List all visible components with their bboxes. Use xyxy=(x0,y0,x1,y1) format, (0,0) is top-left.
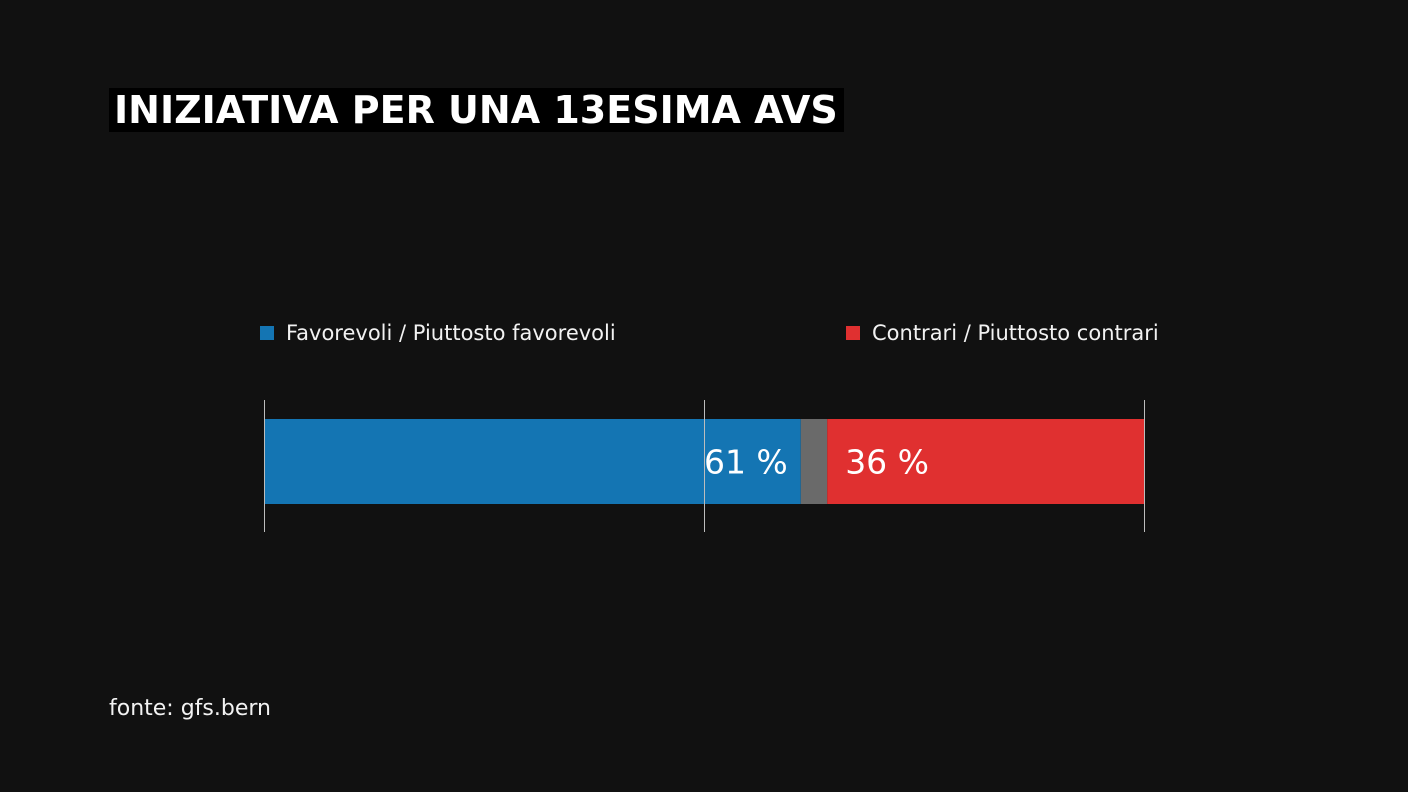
legend-item-favorevoli: Favorevoli / Piuttosto favorevoli xyxy=(260,320,616,346)
legend-swatch-favorevoli xyxy=(260,326,274,340)
legend-item-contrari: Contrari / Piuttosto contrari xyxy=(846,320,1159,346)
bar-segment-1 xyxy=(800,419,828,504)
legend-swatch-contrari xyxy=(846,326,860,340)
bar-segment-0 xyxy=(264,419,801,504)
chart-title: INIZIATIVA PER UNA 13ESIMA AVS xyxy=(109,88,844,132)
bar-segment-2 xyxy=(827,419,1144,504)
data-label-favorevoli: 61 % xyxy=(704,443,788,482)
legend-label-favorevoli: Favorevoli / Piuttosto favorevoli xyxy=(286,321,616,345)
legend-label-contrari: Contrari / Piuttosto contrari xyxy=(872,321,1159,345)
data-label-contrari: 36 % xyxy=(845,443,929,482)
source-note: fonte: gfs.bern xyxy=(109,696,271,721)
